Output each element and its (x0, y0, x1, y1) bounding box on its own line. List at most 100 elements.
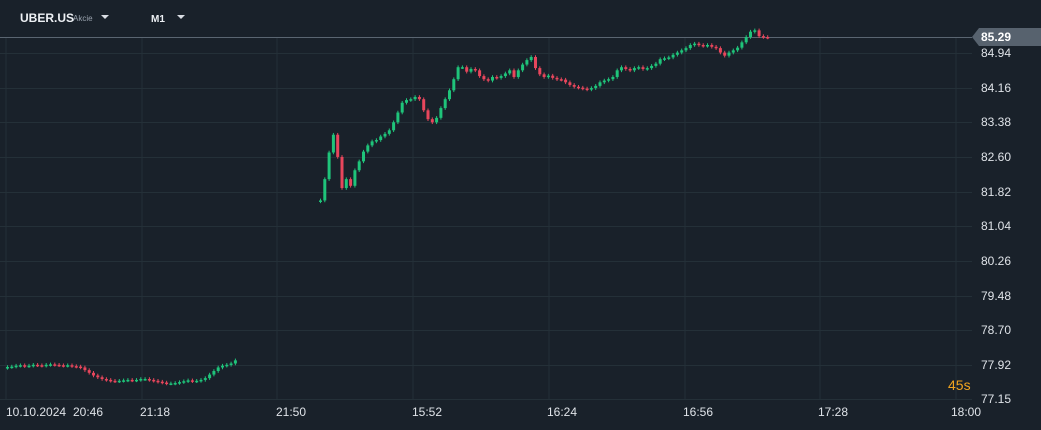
candle (641, 65, 645, 71)
candle (87, 368, 91, 375)
y-tick-label: 81.82 (981, 184, 1012, 199)
candle (323, 177, 327, 203)
candle (156, 379, 160, 384)
y-tick-label: 80.26 (981, 253, 1012, 268)
candle-countdown: 45s (948, 377, 971, 393)
candle (212, 369, 216, 377)
candle (624, 65, 628, 71)
candle (409, 97, 413, 102)
candle (456, 65, 460, 81)
candle (66, 363, 70, 368)
candle (229, 361, 233, 367)
candle (448, 88, 451, 101)
last-price-label: 85.29 (981, 30, 1012, 44)
candle (757, 28, 761, 38)
y-tick-label: 78.70 (981, 323, 1012, 338)
x-tick-label: 16:56 (683, 405, 714, 419)
candle (61, 363, 65, 368)
candle (615, 68, 619, 79)
candle (508, 68, 512, 76)
candle (370, 139, 374, 148)
candle (478, 68, 482, 78)
candle (147, 377, 151, 382)
candle (160, 379, 164, 385)
y-tick-label: 79.48 (981, 288, 1012, 303)
y-tick-label: 84.94 (981, 46, 1012, 60)
candle (357, 159, 361, 173)
candle (6, 365, 9, 370)
candle (79, 364, 83, 370)
candle (169, 381, 173, 386)
candle (684, 46, 688, 53)
candle (199, 378, 203, 383)
candle (620, 65, 623, 73)
candle (607, 77, 611, 83)
candle (525, 58, 529, 67)
candle (766, 35, 770, 40)
candle (589, 86, 593, 92)
candle (340, 155, 344, 190)
candle (113, 379, 117, 384)
x-tick-label: 17:28 (818, 405, 849, 419)
symbol-dropdown-icon[interactable] (101, 15, 109, 19)
symbol-type: Akcie (73, 14, 93, 23)
candle (516, 68, 520, 79)
candle (740, 40, 744, 50)
candle (152, 378, 156, 383)
candle (413, 95, 417, 101)
candle (538, 66, 542, 77)
candle (688, 43, 692, 50)
candle (83, 365, 87, 372)
timeframe-dropdown-icon[interactable] (177, 15, 185, 19)
candle (744, 35, 748, 45)
candle (731, 48, 735, 55)
candle (658, 57, 662, 66)
candle (667, 55, 671, 61)
candle (465, 65, 469, 74)
candle (749, 29, 752, 39)
candle (706, 43, 709, 48)
candle (225, 363, 229, 368)
candle (460, 65, 464, 69)
candle (27, 363, 31, 368)
candle (362, 149, 365, 164)
candle (96, 373, 100, 380)
candle (422, 97, 426, 113)
candle (92, 371, 95, 378)
candle (18, 363, 22, 368)
candle (693, 41, 697, 47)
candle (57, 363, 61, 368)
timeframe-label[interactable]: M1 (151, 14, 165, 25)
candle (74, 364, 78, 369)
candle (165, 380, 169, 386)
candle (31, 363, 35, 368)
candle (186, 378, 190, 384)
candle (581, 85, 585, 91)
candle (753, 28, 757, 34)
candle (122, 378, 126, 383)
candle (44, 363, 48, 368)
candle (534, 55, 537, 70)
candle (486, 77, 490, 83)
candle (671, 53, 675, 60)
candle (387, 128, 391, 136)
candle (100, 375, 104, 381)
candle (53, 362, 57, 367)
candle (392, 120, 396, 133)
candle (499, 74, 503, 80)
candle (650, 64, 654, 70)
candle (49, 362, 52, 367)
candle (654, 61, 658, 68)
y-tick-label: 83.38 (981, 115, 1012, 130)
candle (14, 363, 18, 369)
candle (143, 377, 147, 381)
candle (572, 83, 576, 89)
x-tick-label: 10.10.2024 (6, 405, 67, 419)
candle (135, 378, 138, 383)
candle (495, 75, 499, 80)
candle (697, 41, 701, 47)
symbol-name[interactable]: UBER.US (20, 11, 75, 25)
candle (718, 46, 722, 55)
candle (452, 77, 456, 93)
